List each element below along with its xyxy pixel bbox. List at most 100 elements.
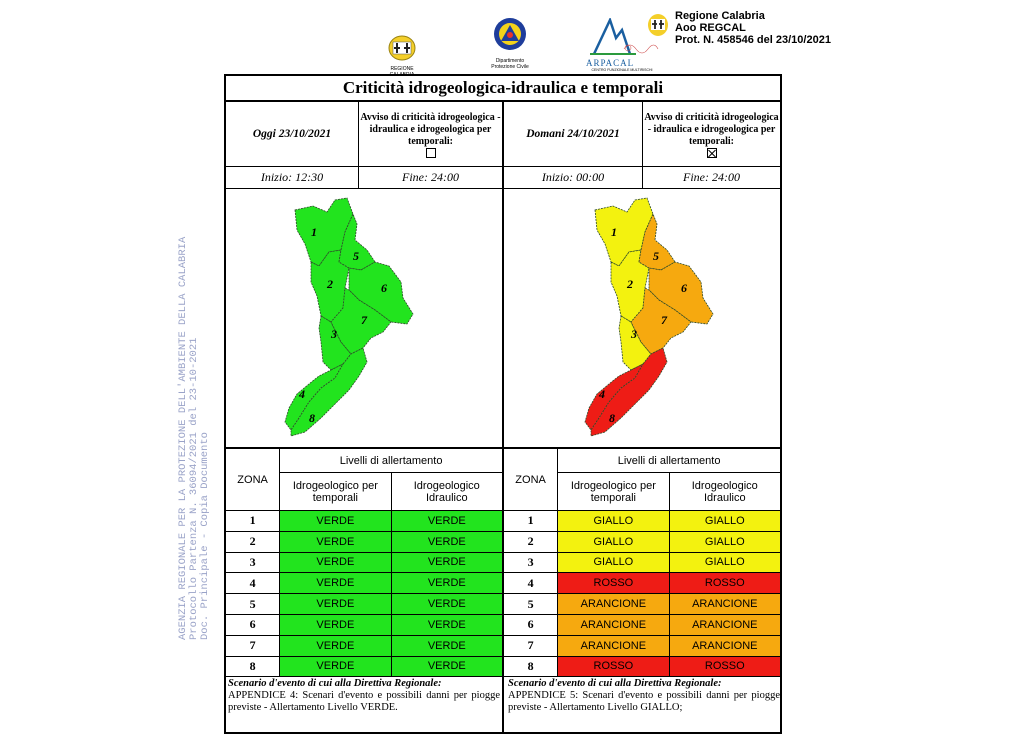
today-row-5: 5 VERDE VERDE [224, 593, 504, 615]
tomorrow-row-zona: 5 [502, 593, 559, 615]
tomorrow-zone-4 [584, 363, 645, 431]
today-row-zona: 3 [224, 551, 281, 574]
bulletin-title: Criticità idrogeologica-idraulica e temp… [224, 74, 782, 102]
tomorrow-scenario-text: APPENDICE 5: Scenari d'evento e possibil… [508, 690, 780, 713]
today-row-idraulico-level: VERDE [390, 510, 504, 532]
protezione-civile-label: Dipartimento Protezione Civile [491, 58, 529, 70]
tomorrow-row-idraulico-level: ROSSO [668, 655, 782, 678]
protocol-line-2: Aoo REGCAL [675, 22, 746, 34]
tomorrow-row-1: 1 GIALLO GIALLO [502, 510, 782, 532]
protocol-watermark: AGENZIA REGIONALE PER LA PROTEZIONE DELL… [177, 237, 211, 640]
protocol-crest-icon [647, 13, 669, 39]
tomorrow-row-temporali-level: GIALLO [557, 551, 670, 574]
today-levels-table: ZONA Livelli di allertamento Idrogeologico… [224, 448, 504, 678]
tomorrow-zone-label-1: 1 [611, 225, 617, 239]
tomorrow-row-4: 4 ROSSO ROSSO [502, 572, 782, 595]
tomorrow-row-idraulico-level: ARANCIONE [668, 634, 782, 657]
today-avviso-text: Avviso di criticità idrogeologica - idra… [360, 112, 501, 147]
tomorrow-row-zona: 3 [502, 551, 559, 574]
today-zona-header: ZONA [224, 448, 281, 511]
today-calabria-map: 1 2 3 4 5 6 7 8 [284, 197, 414, 437]
tomorrow-zone-7 [630, 287, 692, 355]
today-row-idraulico-level: VERDE [390, 655, 504, 678]
tomorrow-row-7: 7 ARANCIONE ARANCIONE [502, 634, 782, 657]
today-row-3: 3 VERDE VERDE [224, 551, 504, 574]
arpacal-sub: CENTRO FUNZIONALE MULTIRISCHI [591, 68, 653, 72]
tomorrow-row-idraulico-level: ARANCIONE [668, 593, 782, 615]
tomorrow-row-5: 5 ARANCIONE ARANCIONE [502, 593, 782, 615]
today-row-zona: 8 [224, 655, 281, 678]
col-divider [642, 102, 643, 188]
today-row-zona: 6 [224, 613, 281, 636]
col-divider [358, 102, 359, 188]
today-row-temporali-level: VERDE [279, 530, 392, 553]
today-row-temporali-level: VERDE [279, 551, 392, 574]
tomorrow-zone-label-4: 4 [598, 387, 605, 401]
tomorrow-zone-8 [590, 347, 668, 437]
tomorrow-row-temporali-level: ROSSO [557, 572, 670, 595]
today-row-idraulico-level: VERDE [390, 613, 504, 636]
tomorrow-row-zona: 1 [502, 510, 559, 532]
today-zone-label-7: 7 [361, 313, 368, 327]
arpacal-logo: ARPACAL CENTRO FUNZIONALE MULTIRISCHI [586, 16, 658, 72]
tomorrow-row-zona: 2 [502, 530, 559, 553]
tomorrow-row-idraulico-level: GIALLO [668, 551, 782, 574]
tomorrow-scenario: Scenario d'evento di cui alla Direttiva … [508, 678, 780, 714]
tomorrow-row-idraulico-level: ROSSO [668, 572, 782, 595]
today-row-zona: 5 [224, 593, 281, 615]
tomorrow-date: Domani 24/10/2021 [526, 128, 620, 140]
today-row-temporali-level: VERDE [279, 572, 392, 595]
today-row-zona: 1 [224, 510, 281, 532]
tomorrow-zona-header: ZONA [502, 448, 559, 511]
today-zone-7 [330, 287, 392, 355]
today-row-temporali-level: VERDE [279, 634, 392, 657]
tomorrow-row-6: 6 ARANCIONE ARANCIONE [502, 613, 782, 636]
today-temporali-header: Idrogeologico per temporali [279, 472, 392, 511]
arpacal-label: ARPACAL [586, 58, 635, 68]
today-row-temporali-level: VERDE [279, 655, 392, 678]
tomorrow-zone-label-8: 8 [609, 411, 615, 425]
today-row-temporali-level: VERDE [279, 510, 392, 532]
today-date: Oggi 23/10/2021 [252, 128, 332, 140]
today-row-2: 2 VERDE VERDE [224, 530, 504, 553]
tomorrow-row-temporali-level: GIALLO [557, 510, 670, 532]
today-zone-label-3: 3 [330, 327, 337, 341]
regione-calabria-logo: REGIONE CALABRIA [382, 34, 422, 78]
today-row-8: 8 VERDE VERDE [224, 655, 504, 678]
today-avviso: Avviso di criticità idrogeologica - idra… [359, 104, 502, 166]
today-scenario-title: Scenario d'evento di cui alla Direttiva … [228, 678, 442, 689]
tomorrow-row-zona: 8 [502, 655, 559, 678]
today-zone-8 [290, 347, 368, 437]
tomorrow-zone-3 [618, 315, 652, 371]
tomorrow-row-temporali-level: GIALLO [557, 530, 670, 553]
protocol-stamp: Regione Calabria Aoo REGCAL Prot. N. 458… [675, 10, 831, 46]
today-row-zona: 4 [224, 572, 281, 595]
today-zone-label-8: 8 [309, 411, 315, 425]
row-divider [224, 188, 782, 189]
today-row-idraulico-level: VERDE [390, 593, 504, 615]
row-divider [224, 166, 782, 167]
tomorrow-calabria-map: 1 2 3 4 5 6 7 8 [584, 197, 714, 437]
watermark-line-3: Doc. Principale - Copia Documento [199, 432, 211, 640]
today-zone-3 [318, 315, 352, 371]
today-row-4: 4 VERDE VERDE [224, 572, 504, 595]
tomorrow-inizio: Inizio: 00:00 [541, 170, 605, 184]
today-row-7: 7 VERDE VERDE [224, 634, 504, 657]
tomorrow-row-3: 3 GIALLO GIALLO [502, 551, 782, 574]
today-fine: Fine: 24:00 [402, 170, 459, 184]
tomorrow-temporali-header: Idrogeologico per temporali [557, 472, 670, 511]
today-row-zona: 2 [224, 530, 281, 553]
today-zone-label-2: 2 [326, 277, 333, 291]
tomorrow-row-temporali-level: ARANCIONE [557, 613, 670, 636]
tomorrow-zone-label-3: 3 [630, 327, 637, 341]
tomorrow-idraulico-header: Idrogeologico Idraulico [668, 472, 782, 511]
tomorrow-row-temporali-level: ARANCIONE [557, 593, 670, 615]
protocol-line-1: Regione Calabria [675, 10, 765, 22]
tomorrow-row-zona: 4 [502, 572, 559, 595]
protezione-civile-logo: Dipartimento Protezione Civile [478, 14, 542, 70]
today-row-idraulico-level: VERDE [390, 634, 504, 657]
tomorrow-row-zona: 6 [502, 613, 559, 636]
tomorrow-avviso-text: Avviso di criticità idrogeologica - idra… [644, 112, 779, 147]
today-livelli-header: Livelli di allertamento [279, 448, 503, 473]
protocol-line-3: Prot. N. 458546 del 23/10/2021 [675, 34, 831, 46]
